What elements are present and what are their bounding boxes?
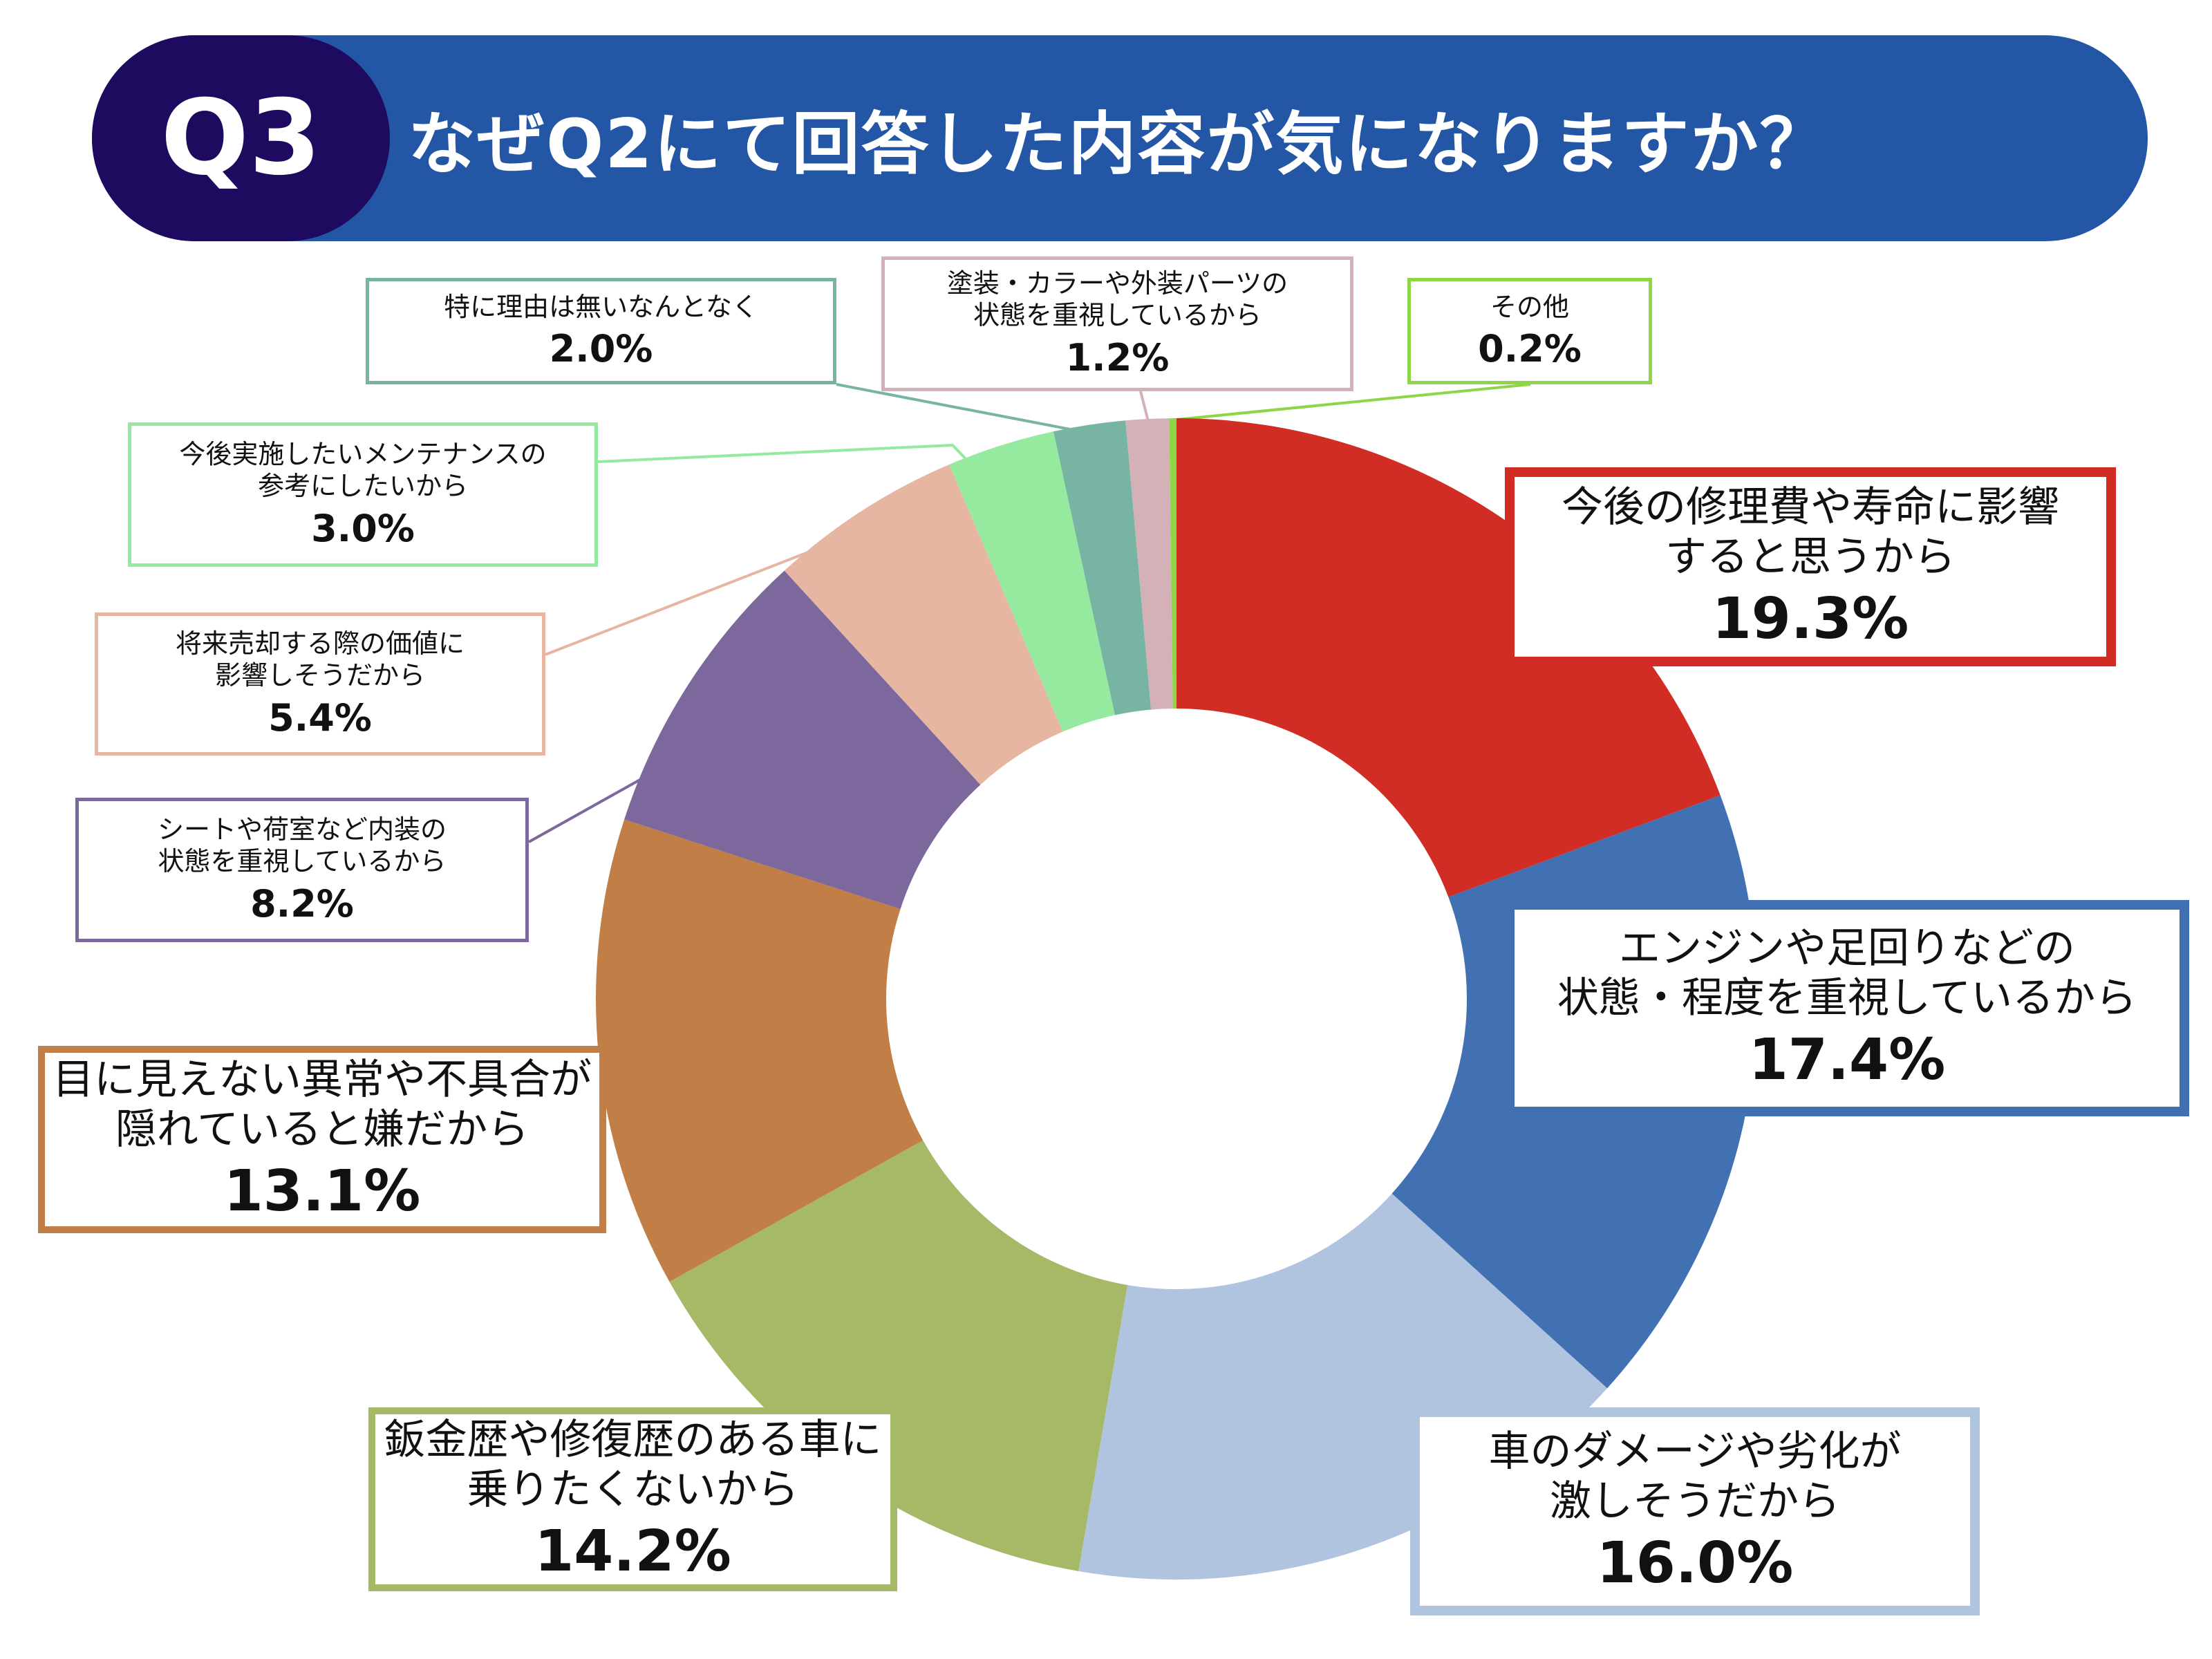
slice-label: 将来売却する際の価値に 影響しそうだから 5.4%	[95, 612, 545, 756]
percent-label: 0.2%	[1478, 327, 1582, 371]
donut-slice	[1177, 418, 1721, 897]
slice-label: エンジンや足回りなどの 状態・程度を重視しているから 17.4%	[1505, 900, 2189, 1116]
donut-slice	[1125, 418, 1173, 710]
donut-slice	[1169, 418, 1177, 709]
slice-label: 今後の修理費や寿命に影響 すると思うから 19.3%	[1505, 467, 2116, 666]
chart-title: なぜQ2にて回答した内容が気になりますか？	[408, 105, 1829, 184]
slice-label: 特に理由は無いなんとなく 2.0%	[366, 278, 836, 384]
slice-label: 鈑金歴や修復歴のある車に 乗りたくないから 14.2%	[368, 1407, 897, 1591]
percent-label: 8.2%	[250, 881, 354, 926]
donut-slice	[784, 465, 1063, 785]
question-badge: Q3	[92, 35, 390, 241]
category-label: 今後実施したいメンテナンスの 参考にしたいから	[179, 439, 547, 501]
donut-slice	[624, 570, 981, 910]
category-label: シートや荷室など内装の 状態を重視しているから	[157, 814, 447, 877]
donut-slice	[596, 819, 924, 1282]
slice-label: シートや荷室など内装の 状態を重視しているから 8.2%	[75, 798, 529, 942]
category-label: 目に見えない異常や不具合が 隠れていると嫌だから	[53, 1056, 592, 1154]
category-label: 今後の修理費や寿命に影響 すると思うから	[1562, 482, 2059, 581]
percent-label: 1.2%	[1065, 335, 1170, 379]
slice-label: 塗装・カラーや外装パーツの 状態を重視しているから 1.2%	[881, 256, 1353, 391]
percent-label: 19.3%	[1712, 585, 1909, 652]
donut-slice	[1053, 420, 1152, 715]
category-label: 車のダメージや劣化が 激しそうだから	[1488, 1427, 1902, 1526]
slice-label: 目に見えない異常や不具合が 隠れていると嫌だから 13.1%	[38, 1046, 606, 1233]
percent-label: 3.0%	[311, 506, 415, 550]
leader-line	[1176, 383, 1531, 421]
leader-line	[836, 383, 1071, 431]
category-label: 特に理由は無いなんとなく	[444, 291, 758, 322]
slice-label: 車のダメージや劣化が 激しそうだから 16.0%	[1410, 1407, 1980, 1615]
donut-slice	[669, 1140, 1128, 1571]
percent-label: 16.0%	[1596, 1530, 1794, 1596]
leader-line	[1139, 391, 1150, 422]
category-label: 鈑金歴や修復歴のある車に 乗りたくないから	[384, 1415, 882, 1514]
slice-label: その他 0.2%	[1407, 278, 1652, 384]
leader-line	[528, 776, 646, 843]
donut-slice	[949, 431, 1115, 732]
percent-label: 2.0%	[549, 327, 653, 371]
category-label: 将来売却する際の価値に 影響しそうだから	[175, 628, 465, 691]
percent-label: 5.4%	[268, 695, 372, 740]
category-label: その他	[1490, 291, 1569, 322]
leader-line	[545, 548, 816, 656]
slice-label: 今後実施したいメンテナンスの 参考にしたいから 3.0%	[128, 422, 598, 567]
title-bar	[92, 35, 2148, 241]
category-label: エンジンや足回りなどの 状態・程度を重視しているから	[1557, 924, 2137, 1022]
percent-label: 13.1%	[223, 1159, 421, 1224]
category-label: 塗装・カラーや外装パーツの 状態を重視しているから	[946, 268, 1288, 330]
leader-line	[597, 443, 976, 469]
percent-label: 17.4%	[1748, 1027, 1946, 1093]
percent-label: 14.2%	[534, 1518, 731, 1584]
